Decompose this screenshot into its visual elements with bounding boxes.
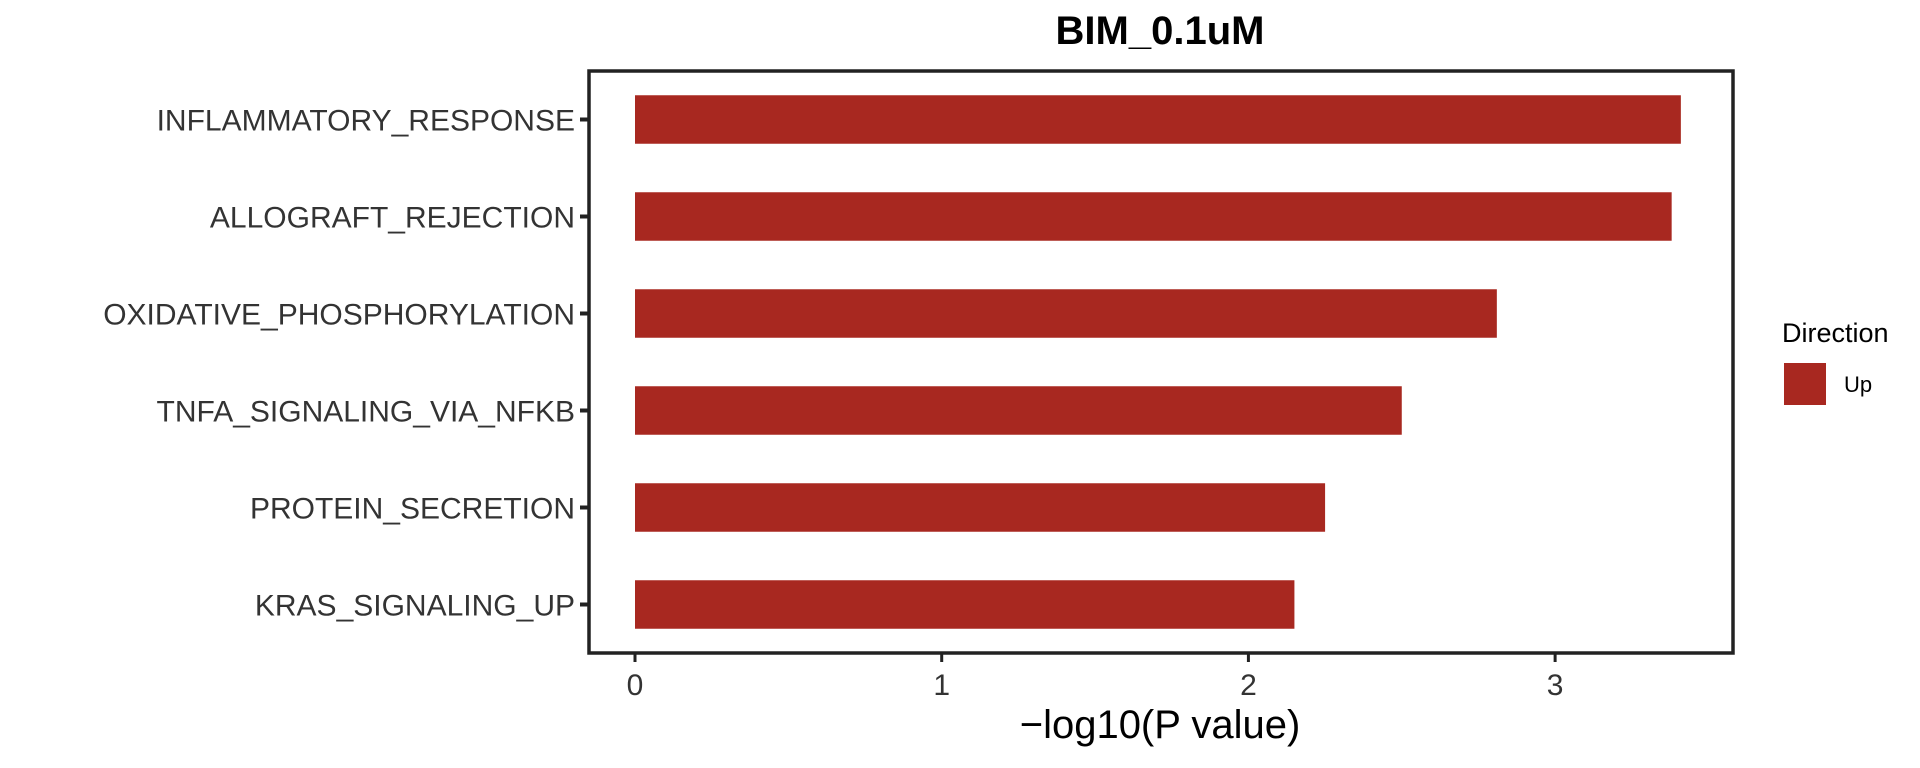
chart-title: BIM_0.1uM [1056, 9, 1265, 53]
bars-group [635, 95, 1681, 629]
category-labels: INFLAMMATORY_RESPONSE ALLOGRAFT_REJECTION… [103, 105, 589, 623]
legend: Direction Up [1782, 318, 1889, 405]
bar-oxidative-phosphorylation [635, 289, 1497, 338]
bar-tnfa-signaling-via-nfkb [635, 386, 1402, 435]
legend-title: Direction [1782, 318, 1889, 348]
x-axis-title: −log10(P value) [1020, 703, 1301, 747]
x-axis: 0 1 2 3 [627, 653, 1564, 702]
category-label: INFLAMMATORY_RESPONSE [157, 105, 575, 138]
plot-panel [587, 69, 1735, 655]
x-tick-label: 3 [1547, 669, 1564, 702]
x-tick-label: 1 [933, 669, 950, 702]
x-tick-label: 2 [1240, 669, 1257, 702]
bar-inflammatory-response [635, 95, 1681, 144]
bar-kras-signaling-up [635, 580, 1295, 629]
legend-swatch-up [1784, 363, 1826, 405]
category-label: KRAS_SIGNALING_UP [255, 590, 575, 623]
category-label: OXIDATIVE_PHOSPHORYLATION [103, 299, 575, 332]
category-label: PROTEIN_SECRETION [250, 493, 575, 526]
bar-protein-secretion [635, 483, 1326, 532]
category-label: TNFA_SIGNALING_VIA_NFKB [157, 396, 575, 429]
category-label: ALLOGRAFT_REJECTION [210, 202, 575, 235]
legend-label-up: Up [1844, 372, 1872, 397]
x-tick-label: 0 [627, 669, 644, 702]
bar-allograft-rejection [635, 192, 1672, 241]
